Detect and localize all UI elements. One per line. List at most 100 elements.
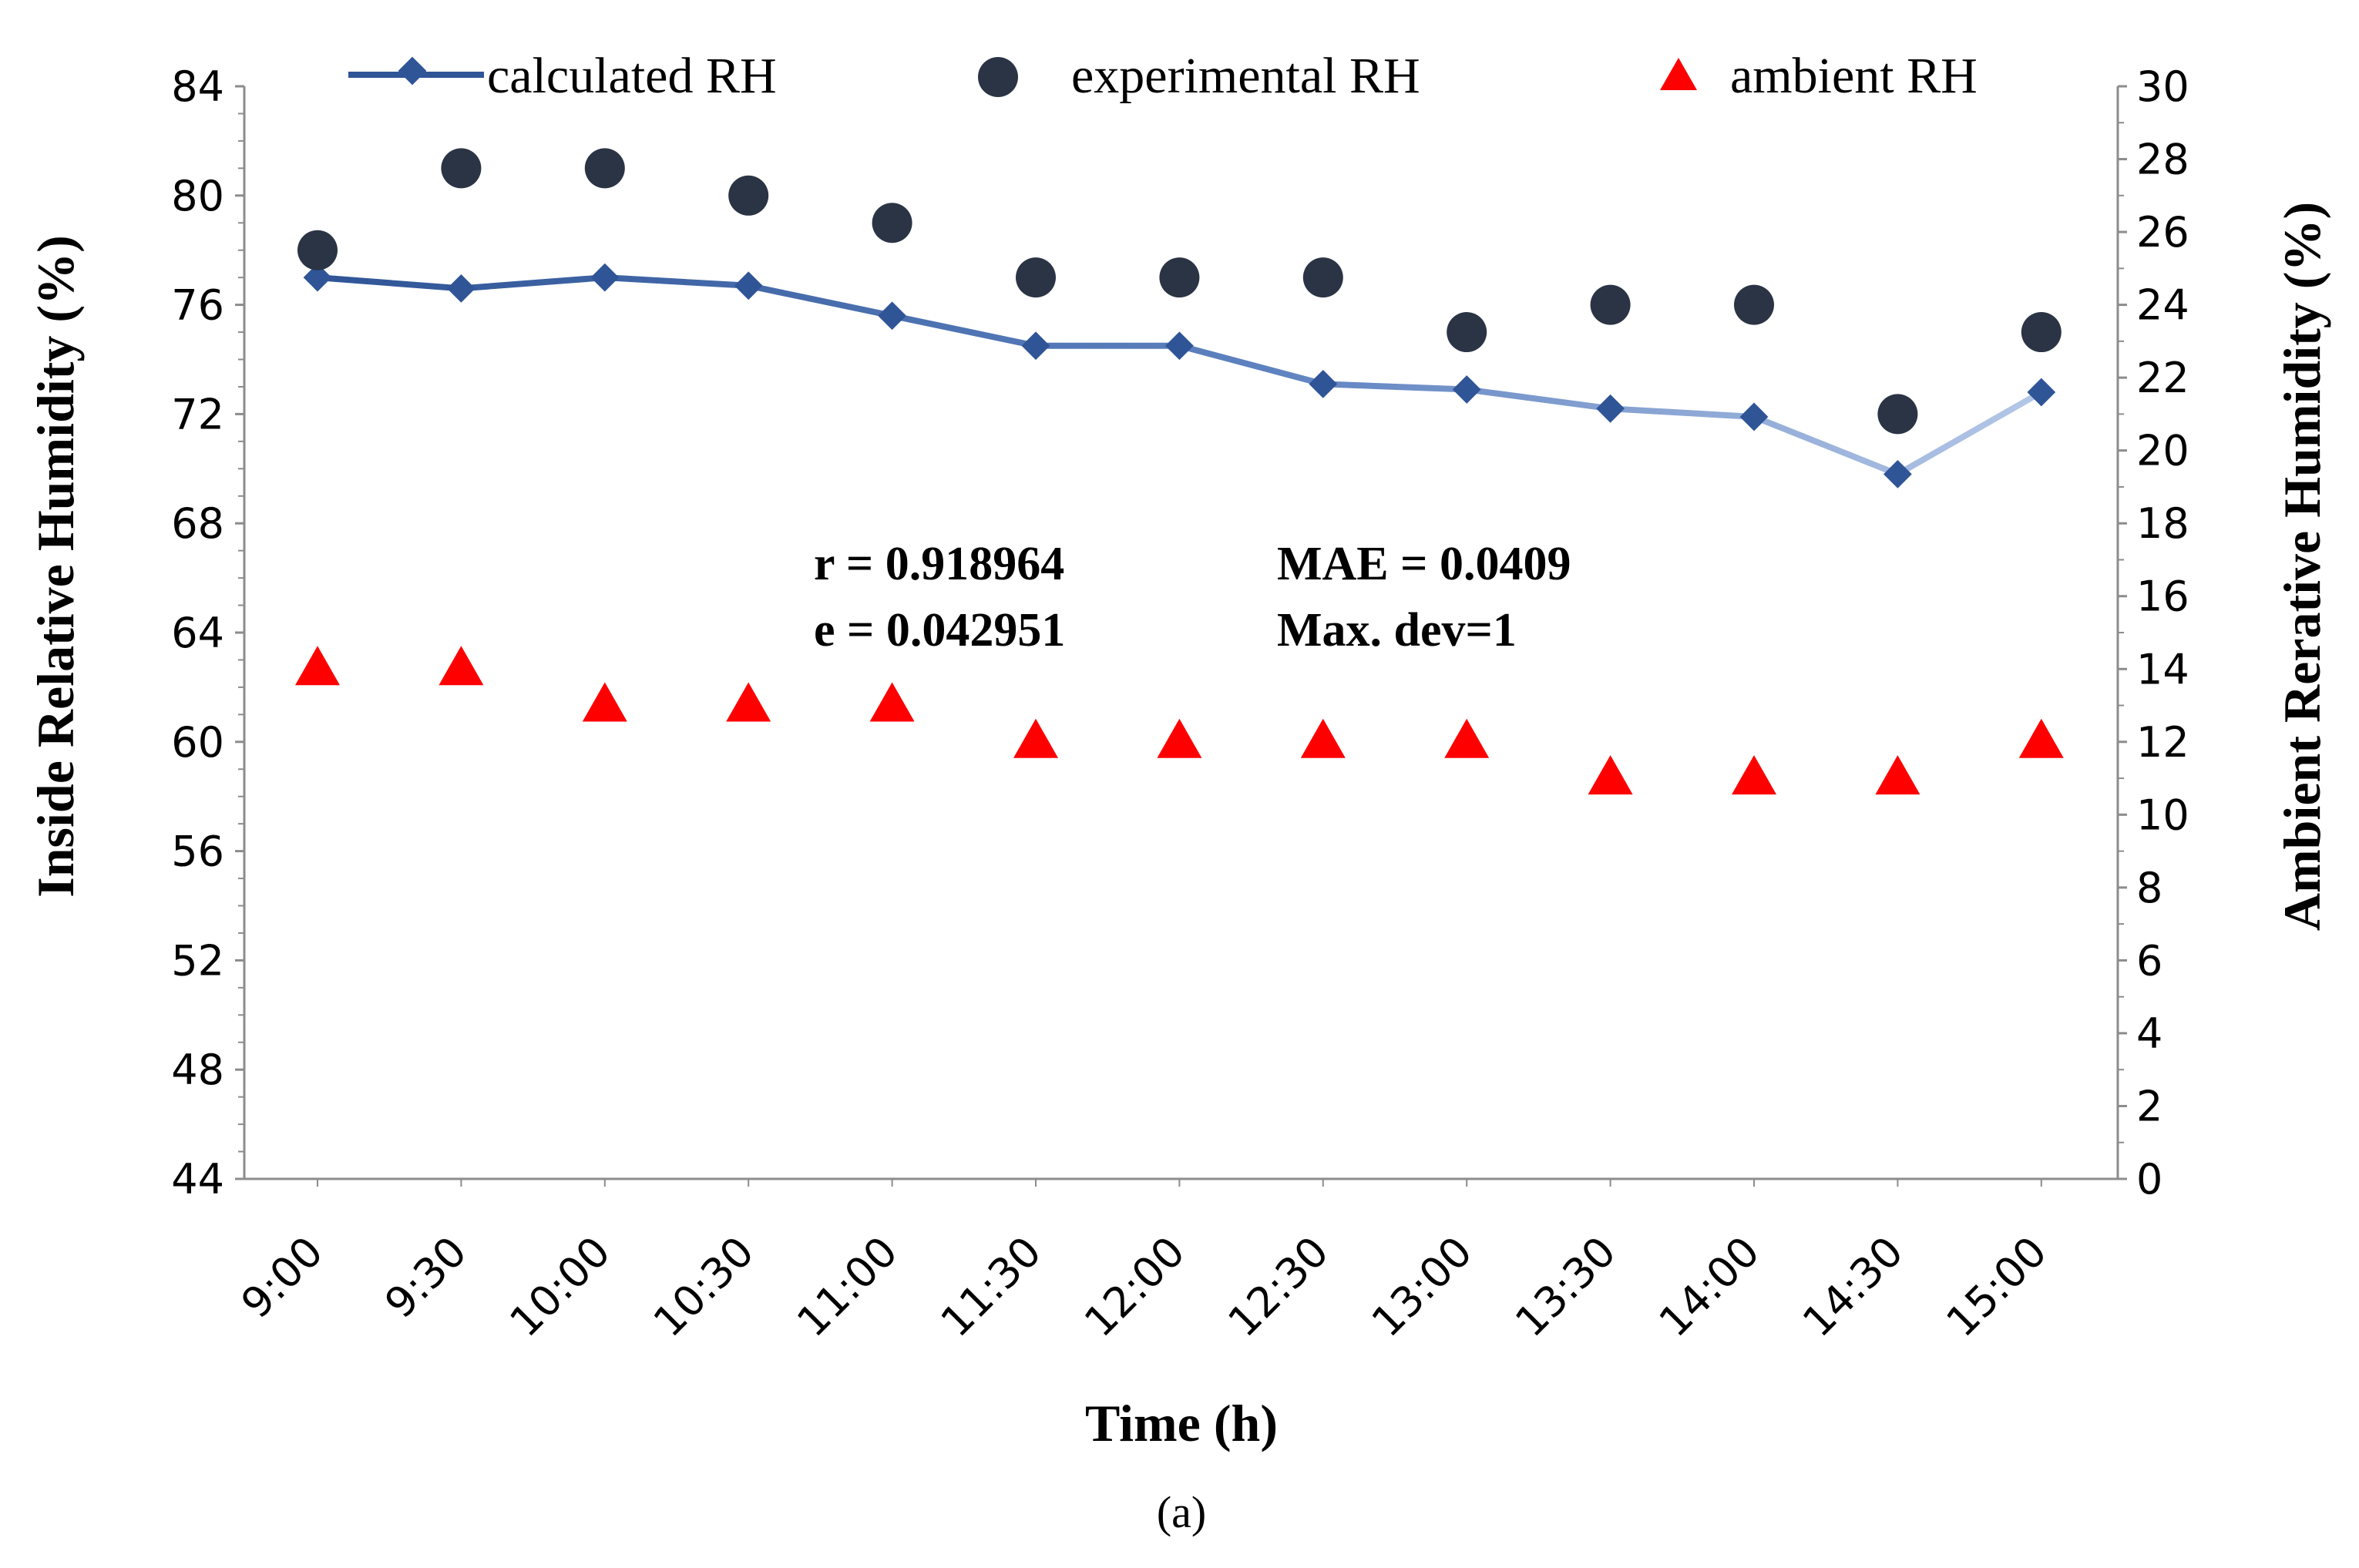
ambient-rh-point	[2018, 718, 2064, 758]
right-tick-label: 6	[2136, 936, 2162, 985]
series-calculated-rh	[303, 263, 2056, 489]
ambient-rh-point	[726, 682, 771, 722]
ambient-rh-point	[1875, 755, 1920, 795]
x-tick-label: 10:30	[644, 1227, 764, 1347]
left-axis-ticks: 44 48 52 56 60 64 68 72 76 80 84	[171, 62, 244, 1204]
y-right-axis-title: Ambient Rerative Humidity (%)	[2273, 202, 2331, 931]
x-tick-label: 9:30	[375, 1227, 475, 1328]
right-tick-label: 16	[2136, 572, 2189, 621]
experimental-rh-point	[441, 148, 482, 189]
left-tick-label: 44	[171, 1155, 224, 1204]
x-tick-label: 13:30	[1506, 1227, 1625, 1347]
right-tick-label: 8	[2136, 864, 2162, 912]
left-tick-label: 64	[171, 609, 224, 657]
calculated-rh-point	[303, 263, 332, 292]
right-tick-label: 0	[2136, 1155, 2162, 1204]
calculated-rh-line	[317, 274, 2043, 478]
x-tick-label: 14:00	[1650, 1227, 1769, 1347]
annotation-r: r = 0.918964	[814, 538, 1064, 590]
ambient-rh-point	[439, 646, 484, 686]
experimental-rh-point	[1447, 312, 1487, 353]
left-tick-label: 68	[171, 499, 224, 548]
right-tick-label: 30	[2136, 62, 2189, 111]
right-tick-label: 2	[2136, 1082, 2162, 1130]
experimental-rh-point	[728, 175, 769, 216]
left-tick-label: 84	[171, 62, 224, 111]
series-ambient-rh	[295, 646, 2064, 795]
right-tick-label: 18	[2136, 499, 2189, 548]
legend-ambient: ambient RH	[1660, 48, 1978, 104]
x-axis-title: Time (h)	[1085, 1394, 1278, 1452]
left-tick-label: 76	[171, 281, 224, 330]
legend-label-experimental: experimental RH	[1071, 48, 1420, 104]
annotation-maxdev: Max. dev=1	[1277, 604, 1517, 656]
x-tick-label: 12:30	[1218, 1227, 1338, 1347]
x-tick-label: 11:00	[788, 1227, 907, 1347]
right-tick-label: 10	[2136, 791, 2189, 839]
ambient-rh-point	[1013, 718, 1058, 758]
calculated-rh-point	[1739, 402, 1769, 431]
calculated-rh-point	[1452, 375, 1481, 404]
left-tick-label: 52	[171, 936, 224, 985]
ambient-rh-point	[1444, 718, 1490, 758]
legend-label-calculated: calculated RH	[487, 48, 777, 104]
series-experimental-rh	[297, 148, 2062, 435]
experimental-rh-point	[1877, 394, 1918, 435]
annotation-mae: MAE = 0.0409	[1277, 538, 1571, 590]
calculated-rh-point	[590, 263, 620, 292]
y-left-axis-title: Inside Relative Humidity (%)	[26, 235, 85, 897]
x-tick-label: 14:30	[1793, 1227, 1913, 1347]
figure-caption: (a)	[1157, 1487, 1206, 1537]
legend-label-ambient: ambient RH	[1730, 48, 1978, 104]
x-tick-label: 13:00	[1363, 1227, 1482, 1347]
left-tick-label: 48	[171, 1046, 224, 1094]
calculated-rh-point	[1884, 460, 1912, 489]
calculated-rh-point	[1021, 331, 1050, 361]
right-tick-label: 26	[2136, 208, 2189, 257]
statistics-annotation: r = 0.918964 e = 0.042951 MAE = 0.0409 M…	[814, 538, 1571, 656]
ambient-rh-point	[1157, 718, 1202, 758]
experimental-rh-point	[1016, 257, 1056, 298]
ambient-rh-point	[1732, 755, 1776, 795]
left-tick-label: 72	[171, 390, 224, 438]
ambient-rh-point	[1300, 718, 1346, 758]
right-tick-label: 12	[2136, 718, 2189, 767]
right-tick-label: 14	[2136, 645, 2189, 693]
experimental-rh-point	[1159, 257, 1200, 298]
experimental-rh-point	[1734, 284, 1774, 325]
left-tick-label: 80	[171, 172, 224, 220]
right-tick-label: 4	[2136, 1009, 2162, 1058]
x-tick-label: 11:30	[932, 1227, 1051, 1347]
right-tick-label: 20	[2136, 427, 2189, 475]
ambient-rh-point	[1588, 755, 1633, 795]
x-axis-ticks: 9:00 9:30 10:00 10:30 11:00 11:30 12:00 12:30 13…	[232, 1179, 2056, 1346]
experimental-rh-point	[1302, 257, 1343, 298]
experimental-rh-point	[1590, 284, 1631, 325]
calculated-rh-point	[1596, 394, 1625, 423]
experimental-rh-point	[872, 203, 912, 243]
calculated-rh-point	[878, 301, 906, 331]
plot-area	[243, 86, 2119, 1180]
annotation-e: e = 0.042951	[814, 604, 1065, 656]
experimental-rh-point	[297, 230, 338, 270]
experimental-rh-point	[2021, 312, 2062, 353]
calculated-rh-point	[1165, 331, 1194, 361]
legend-experimental: experimental RH	[978, 48, 1420, 104]
right-tick-label: 24	[2136, 281, 2189, 330]
calculated-rh-point	[1309, 370, 1338, 398]
ambient-rh-point	[869, 682, 915, 722]
ambient-rh-point	[295, 646, 340, 686]
experimental-rh-point	[584, 148, 625, 189]
ambient-rh-point	[582, 682, 627, 722]
calculated-rh-point	[734, 271, 763, 301]
calculated-rh-point	[2027, 378, 2056, 407]
left-tick-label: 56	[171, 828, 224, 876]
right-tick-label: 28	[2136, 136, 2189, 184]
calculated-rh-point	[447, 274, 475, 303]
x-tick-label: 9:00	[232, 1227, 332, 1328]
x-tick-label: 15:00	[1937, 1227, 2056, 1347]
left-tick-label: 60	[171, 718, 224, 767]
legend: calculated RH experimental RH ambient RH	[348, 48, 1978, 104]
